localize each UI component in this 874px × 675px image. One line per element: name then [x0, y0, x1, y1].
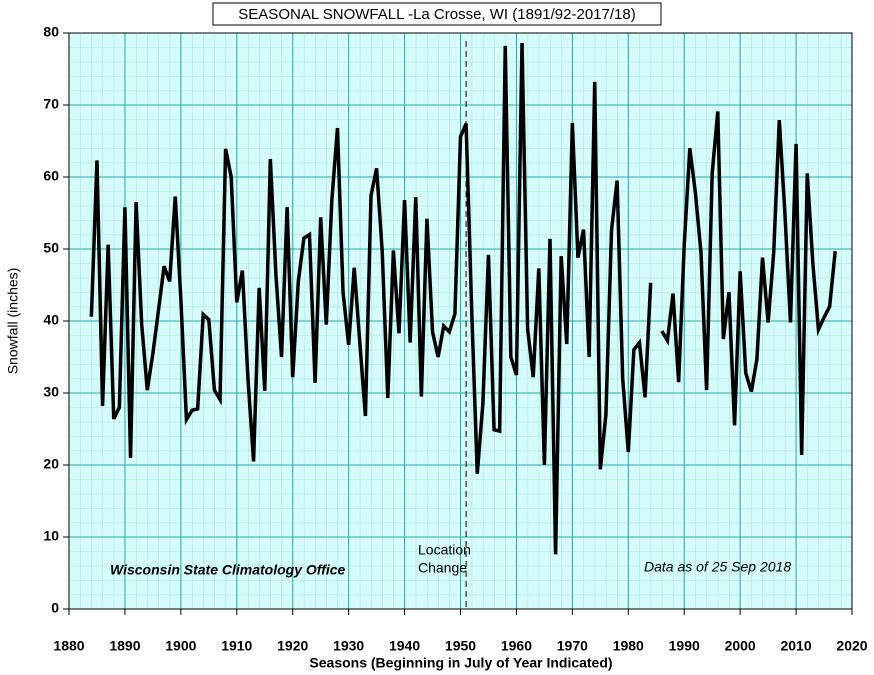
x-tick-label: 1920	[277, 638, 308, 654]
x-tick-label: 1880	[53, 638, 84, 654]
asof-note: Data as of 25 Sep 2018	[644, 559, 791, 575]
y-tick-label: 40	[43, 312, 59, 328]
x-axis-label: Seasons (Beginning in July of Year Indic…	[309, 655, 612, 671]
x-tick-label: 1900	[165, 638, 196, 654]
location-note: Change	[418, 560, 467, 576]
location-note: Location	[418, 542, 471, 558]
y-tick-label: 50	[43, 240, 59, 256]
y-tick-label: 70	[43, 96, 59, 112]
x-tick-label: 2020	[836, 638, 867, 654]
y-tick-label: 0	[51, 600, 59, 616]
chart-title: SEASONAL SNOWFALL -La Crosse, WI (1891/9…	[238, 6, 635, 23]
y-tick-label: 10	[43, 528, 59, 544]
x-tick-label: 2000	[725, 638, 756, 654]
x-tick-label: 1890	[109, 638, 140, 654]
y-tick-label: 80	[43, 24, 59, 40]
y-tick-label: 60	[43, 168, 59, 184]
title-box	[212, 2, 662, 26]
y-tick-label: 20	[43, 456, 59, 472]
x-tick-label: 2010	[780, 638, 811, 654]
x-tick-label: 1930	[333, 638, 364, 654]
y-tick-label: 30	[43, 384, 59, 400]
x-tick-label: 1980	[613, 638, 644, 654]
x-tick-label: 1940	[389, 638, 420, 654]
source-note: Wisconsin State Climatology Office	[110, 562, 346, 578]
x-tick-label: 1960	[501, 638, 532, 654]
x-tick-label: 1970	[557, 638, 588, 654]
x-tick-label: 1950	[445, 638, 476, 654]
x-tick-label: 1990	[669, 638, 700, 654]
data-line	[89, 43, 837, 555]
y-axis-label: Snowfall (inches)	[5, 268, 21, 375]
plot-frame	[68, 32, 853, 610]
x-tick-label: 1910	[221, 638, 252, 654]
